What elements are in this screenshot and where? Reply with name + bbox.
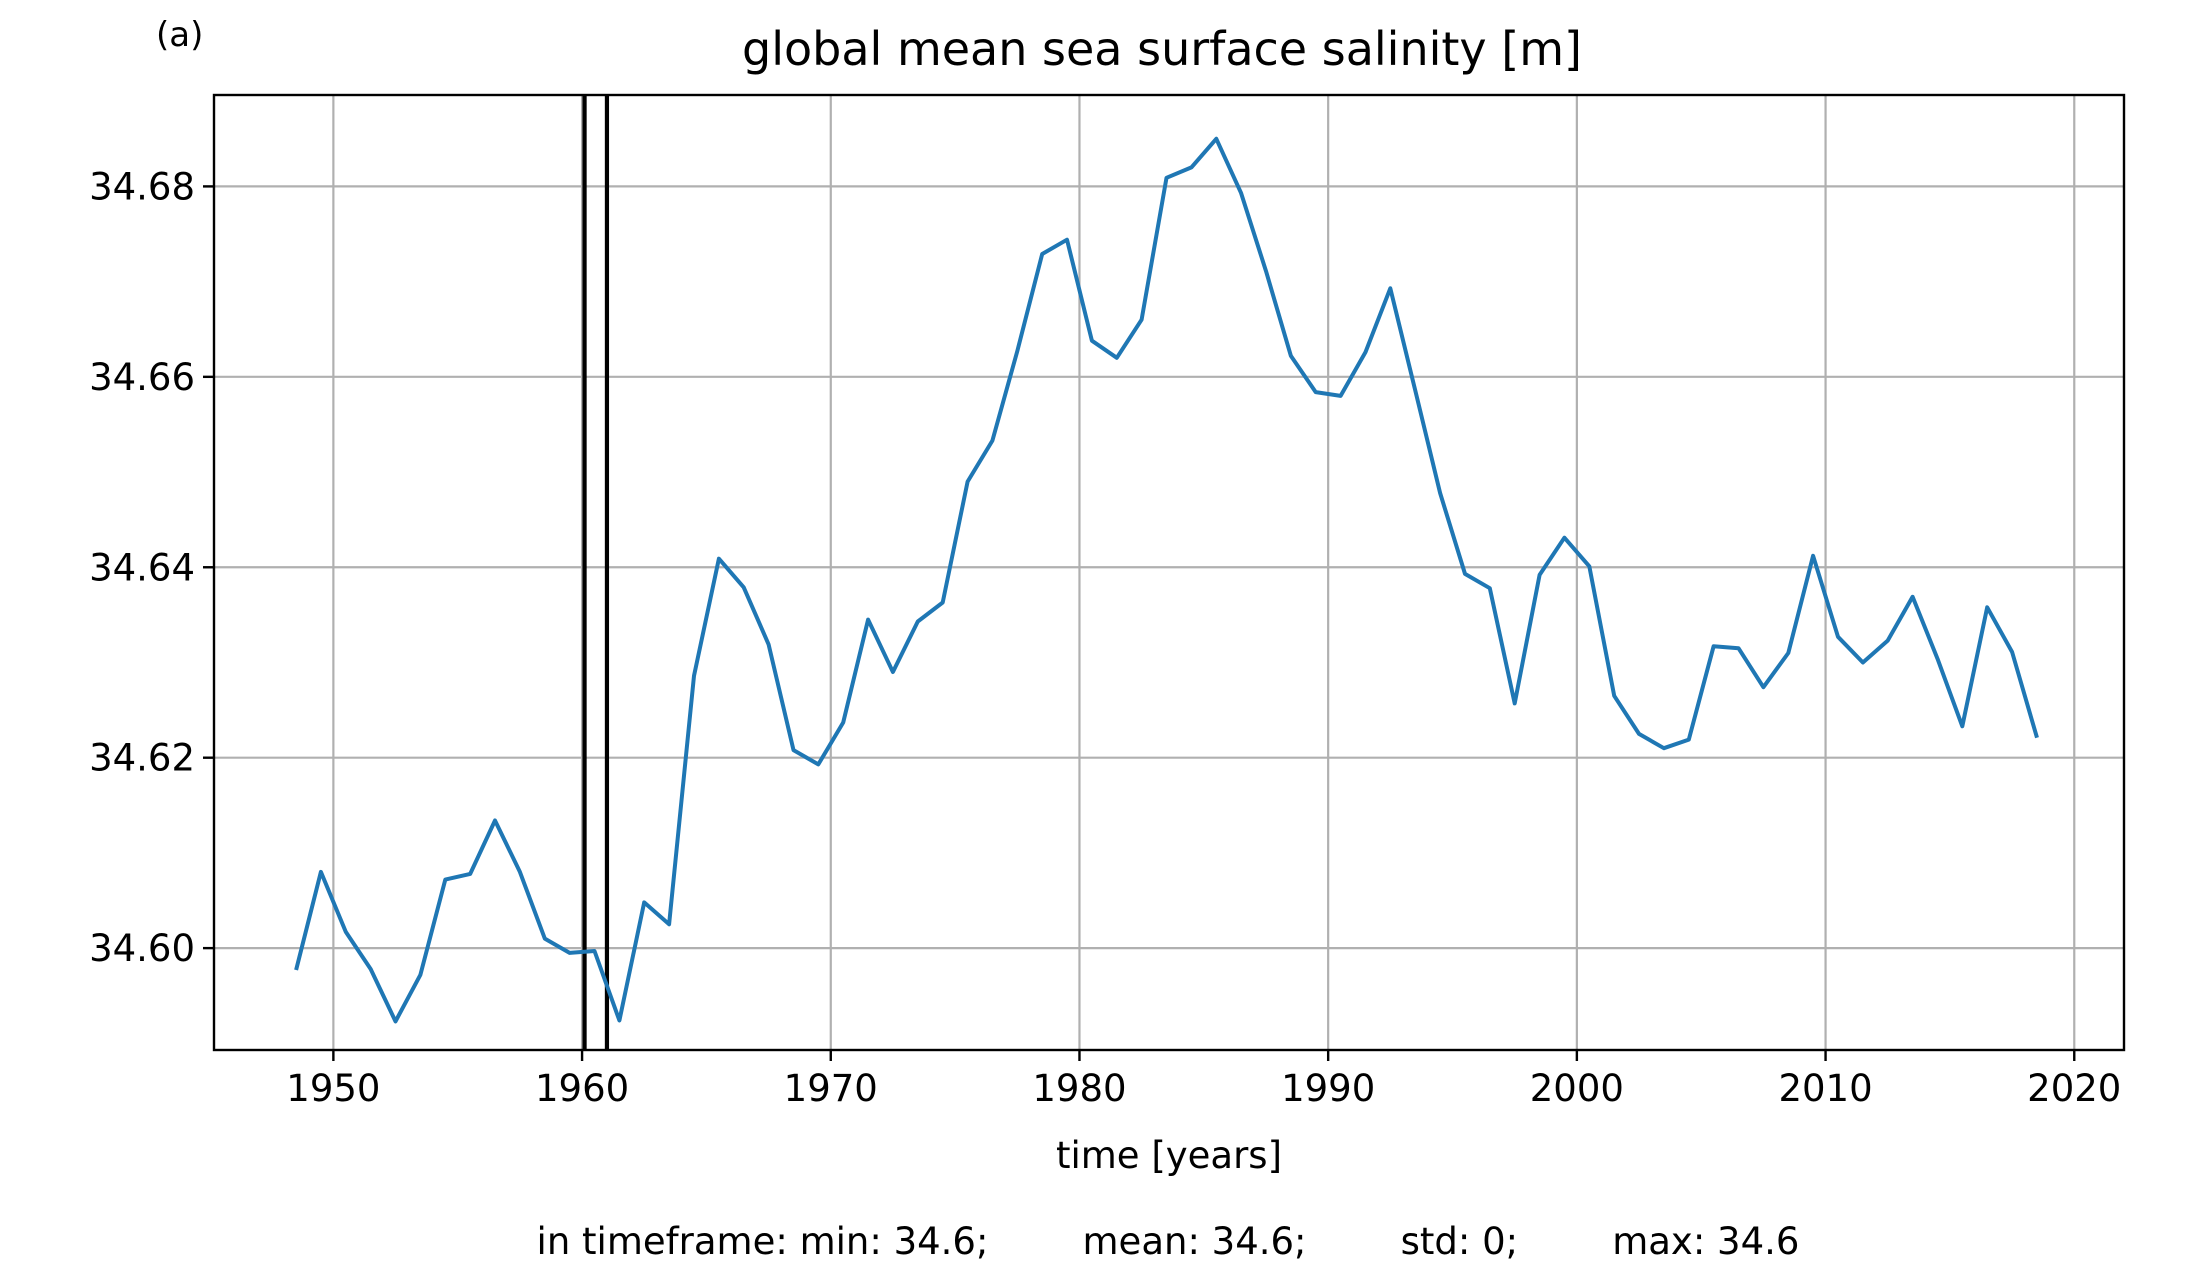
- stats-line: in timeframe: min: 34.6; mean: 34.6; std…: [537, 1220, 1800, 1263]
- grid-lines: [214, 95, 2124, 1050]
- x-tick-label: 2020: [2027, 1067, 2121, 1110]
- chart-title: global mean sea surface salinity [m]: [742, 22, 1582, 76]
- series-layer: [294, 136, 2039, 1024]
- y-tick-label: 34.64: [89, 546, 195, 589]
- y-tick-label: 34.62: [89, 737, 195, 780]
- x-tick-label: 2000: [1530, 1067, 1624, 1110]
- x-tick-label: 1990: [1281, 1067, 1375, 1110]
- plot-frame: [212, 93, 2126, 1052]
- y-axis-ticks: 34.60 34.62 34.64 34.66 34.68: [89, 165, 214, 970]
- x-tick-label: 2010: [1778, 1067, 1872, 1110]
- reference-vertical-lines: [582, 95, 610, 1050]
- y-tick-label: 34.66: [89, 356, 195, 399]
- x-axis-label: time [years]: [1056, 1134, 1282, 1177]
- salinity-series-line: [294, 136, 2039, 1024]
- x-tick-label: 1980: [1032, 1067, 1126, 1110]
- x-axis-ticks: 1950 1960 1970 1980 1990 2000 2010 2020: [286, 1050, 2121, 1110]
- y-tick-label: 34.68: [89, 165, 195, 208]
- x-tick-label: 1970: [784, 1067, 878, 1110]
- x-tick-label: 1950: [286, 1067, 380, 1110]
- x-tick-label: 1960: [535, 1067, 629, 1110]
- panel-label: (a): [156, 15, 203, 55]
- y-tick-label: 34.60: [89, 927, 195, 970]
